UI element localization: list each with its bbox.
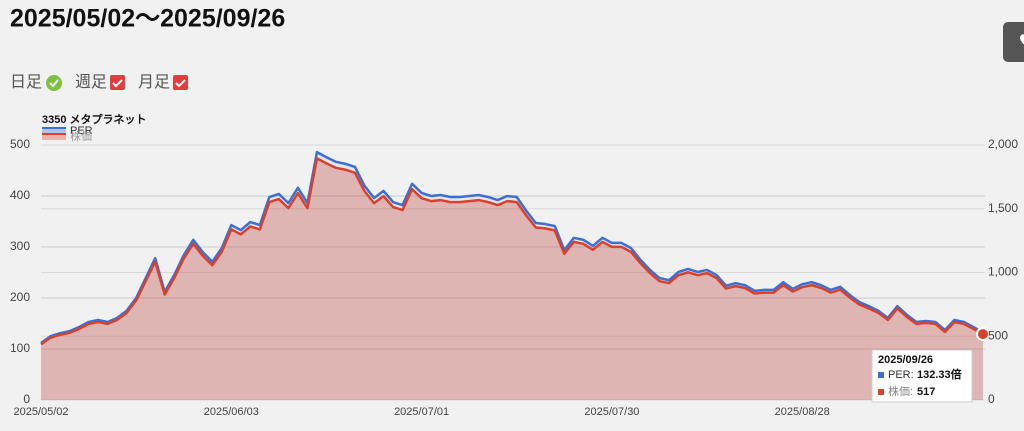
y2-tick-label: 0 — [988, 392, 995, 406]
y2-tick-label: 2,000 — [988, 137, 1018, 151]
y2-tick-label: 500 — [988, 328, 1008, 342]
tooltip-label: 株価: — [888, 384, 913, 398]
x-tick-label: 2025/07/30 — [584, 406, 639, 418]
check-mark — [175, 79, 186, 88]
chart-title: 3350 メタプラネット — [42, 112, 147, 126]
y-tick-label: 400 — [10, 188, 30, 202]
check-mark — [49, 79, 59, 88]
check-icon — [173, 75, 188, 90]
y-tick-label: 100 — [10, 341, 30, 355]
series-line — [40, 157, 984, 346]
series-area — [41, 158, 983, 400]
legend-label: PER — [70, 125, 93, 137]
tooltip-value: 132.33倍 — [917, 367, 962, 381]
y-tick-label: 0 — [23, 392, 30, 406]
tooltip: 2025/09/26 PER: 132.33倍 株価: 517 — [871, 349, 973, 403]
tooltip-label: PER: — [888, 369, 914, 381]
heart-icon — [1020, 34, 1024, 45]
axes: 0 100 200 300 400 500 0 500 1,000 1,500 2,000 2025/… — [10, 137, 1018, 418]
toggle-day[interactable]: 日足 — [10, 74, 62, 91]
y-tick-label: 500 — [10, 137, 30, 151]
toggle-label: 週足 — [75, 73, 107, 91]
x-tick-label: 2025/08/28 — [775, 406, 830, 418]
y2-tick-label: 1,000 — [988, 265, 1018, 279]
toggle-week[interactable]: 週足 — [75, 73, 125, 91]
x-tick-label: 2025/07/01 — [394, 406, 449, 418]
page-title: 2025/05/02〜2025/09/26 — [10, 5, 285, 33]
check-icon — [110, 75, 125, 90]
legend-label: 株価 — [70, 129, 92, 143]
tooltip-title: 2025/09/26 — [878, 354, 933, 366]
check-icon — [46, 75, 62, 91]
toggle-month[interactable]: 月足 — [138, 74, 188, 91]
tooltip-swatch — [878, 389, 884, 395]
check-mark — [112, 79, 123, 88]
toggle-label: 月足 — [138, 74, 170, 91]
series-area — [41, 152, 983, 400]
grid — [41, 144, 985, 401]
toggle-label: 日足 — [10, 74, 42, 91]
plot — [40, 150, 990, 400]
legend-swatch — [42, 128, 66, 134]
x-tick-label: 2025/06/03 — [204, 406, 259, 418]
tooltip-value: 517 — [917, 386, 935, 398]
y2-tick-label: 1,500 — [988, 201, 1018, 215]
y-tick-label: 200 — [10, 290, 30, 304]
y-tick-label: 300 — [10, 239, 30, 253]
series-line — [40, 150, 984, 344]
tooltip-swatch — [878, 372, 884, 378]
legend-swatch — [42, 134, 66, 140]
x-tick-label: 2025/05/02 — [13, 406, 68, 418]
tooltip-box — [871, 349, 973, 403]
favorite-button[interactable] — [1003, 22, 1024, 62]
end-marker — [976, 327, 990, 342]
